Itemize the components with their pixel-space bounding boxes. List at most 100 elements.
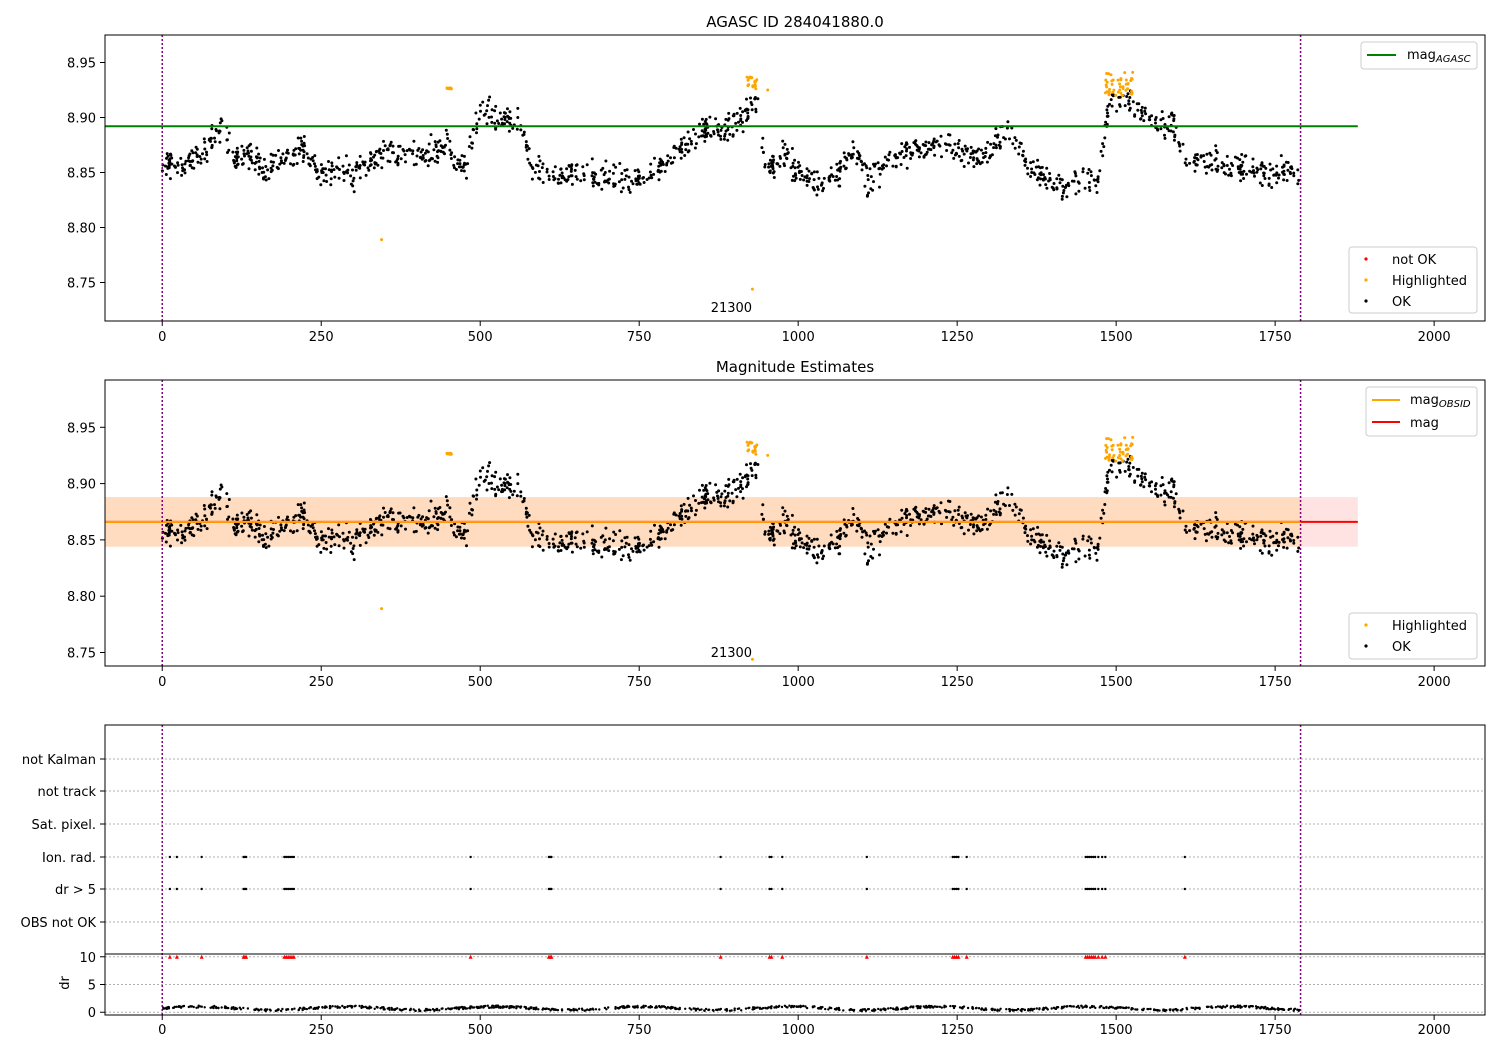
highlighted-point (1107, 455, 1111, 459)
ok-point (697, 501, 701, 505)
ok-point (1277, 540, 1281, 544)
ok-point (1098, 536, 1102, 540)
ok-point (426, 531, 430, 535)
ok-point (1177, 141, 1181, 144)
ok-point (1099, 516, 1103, 520)
ok-point (342, 170, 346, 174)
ok-point (760, 146, 764, 150)
ok-point (167, 533, 171, 537)
ok-point (165, 152, 169, 156)
ok-point (1289, 172, 1292, 176)
ok-point (294, 147, 298, 151)
ok-point (262, 170, 266, 174)
ok-point (693, 513, 697, 517)
ok-point (1292, 171, 1296, 175)
dr-point (662, 1005, 665, 1008)
ok-point (341, 531, 345, 535)
ok-point (452, 533, 456, 537)
dr-point (740, 1009, 743, 1012)
highlighted-point (1107, 93, 1111, 97)
flag-event (951, 855, 954, 859)
flag-event (1093, 855, 1097, 859)
ok-point (608, 169, 612, 173)
ok-point (297, 513, 301, 517)
panel2-marks (105, 380, 1358, 666)
ok-point (1220, 528, 1224, 532)
ok-point (355, 161, 359, 165)
ok-point (391, 518, 394, 521)
ok-point (898, 151, 902, 155)
ok-point (1092, 545, 1096, 549)
ok-point (657, 178, 661, 182)
ok-point (471, 508, 474, 512)
ok-point (167, 531, 171, 535)
ok-point (573, 536, 577, 540)
ok-point (927, 141, 931, 145)
ok-point (1167, 481, 1171, 485)
ok-point (783, 153, 787, 157)
ok-point (351, 547, 355, 550)
ok-point (354, 536, 358, 540)
dr-y-tick-label: 5 (88, 979, 96, 994)
highlighted-point (1130, 457, 1134, 461)
ok-point (798, 545, 802, 549)
dr-point (328, 1004, 332, 1008)
ok-point (1127, 468, 1131, 472)
ok-point (1043, 177, 1047, 181)
highlighted-point (1121, 459, 1124, 463)
ok-point (637, 548, 641, 552)
dr-point (1197, 1006, 1200, 1010)
ok-point (412, 163, 416, 167)
x-tick-label: 750 (627, 675, 652, 690)
ok-point (679, 504, 683, 508)
ok-point (1061, 191, 1065, 195)
ok-point (1038, 551, 1042, 555)
ok-point (908, 145, 911, 149)
ok-point (591, 538, 595, 542)
ok-point (857, 151, 861, 155)
ok-point (167, 164, 171, 168)
ok-point (1034, 532, 1038, 536)
ok-point (924, 510, 928, 514)
ok-point (301, 511, 305, 515)
ok-point (930, 143, 934, 147)
ok-point (280, 161, 284, 165)
ok-point (1105, 474, 1109, 478)
ok-point (969, 512, 973, 516)
ok-point (805, 176, 809, 180)
ok-point (527, 513, 531, 517)
ok-point (338, 535, 341, 539)
ok-point (855, 162, 859, 166)
ok-point (1229, 539, 1233, 543)
dr-point (980, 1008, 983, 1011)
dr-point (666, 1006, 670, 1009)
ok-point (566, 178, 570, 182)
ok-point (753, 97, 757, 101)
ok-point (940, 155, 943, 159)
ok-point (833, 178, 837, 182)
highlighted-point (1112, 454, 1116, 457)
ok-point (582, 545, 586, 549)
ok-point (860, 535, 864, 539)
ok-point (1267, 176, 1271, 180)
ok-point (674, 513, 678, 517)
ok-point (235, 159, 239, 163)
ok-point (436, 528, 440, 532)
ok-point (1195, 153, 1199, 156)
flag-event (1104, 887, 1107, 891)
ok-point (203, 140, 207, 144)
ok-point (1086, 539, 1090, 543)
legend-notok-marker (1364, 257, 1368, 261)
ok-point (1214, 157, 1218, 161)
highlighted-point (750, 657, 754, 661)
ok-point (267, 177, 271, 181)
ok-point (188, 164, 192, 168)
x-tick-label: 500 (468, 675, 493, 690)
dr-point (773, 1006, 776, 1009)
dr-point (238, 1006, 241, 1009)
ok-point (426, 164, 430, 168)
ok-point (319, 183, 323, 187)
ok-point (533, 538, 537, 542)
ok-point (1277, 173, 1281, 177)
ok-point (505, 486, 509, 490)
